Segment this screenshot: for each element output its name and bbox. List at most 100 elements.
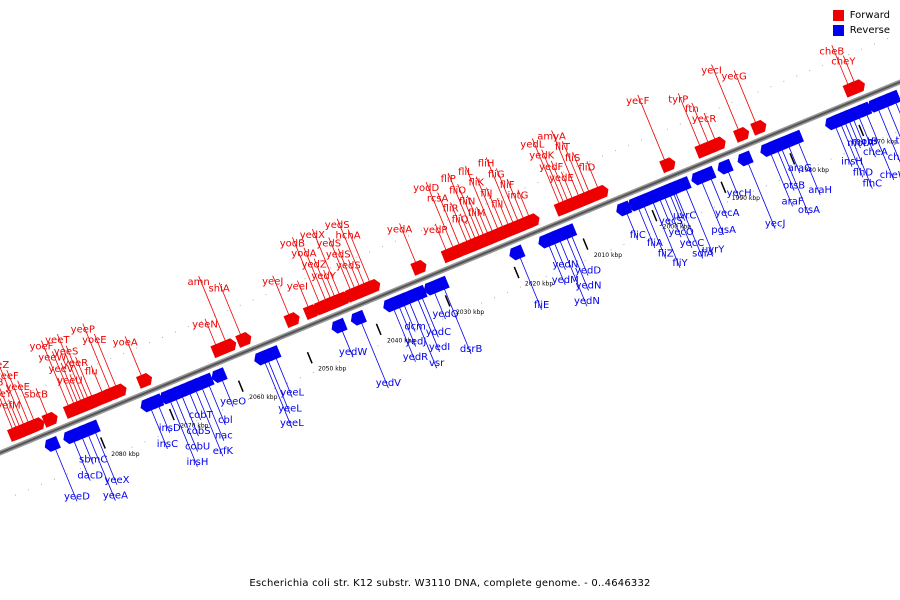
- gene-leader: [728, 172, 740, 199]
- forward-swatch: [832, 10, 844, 21]
- gene-label: erfK: [213, 446, 234, 457]
- scale-tick: [651, 209, 658, 222]
- gene-leader: [637, 94, 665, 160]
- gene-leader: [417, 299, 440, 352]
- scale-tick: [444, 295, 451, 307]
- gene-label: rcsA: [427, 194, 449, 205]
- gene-leader: [459, 213, 472, 240]
- gene-leader: [626, 213, 639, 241]
- gene-label: yecA: [715, 208, 740, 219]
- gene-leader: [175, 399, 198, 452]
- gene-glyph: [760, 141, 777, 157]
- gene-label: fliP: [441, 174, 456, 185]
- gene-leader: [204, 318, 217, 345]
- gene-label: yedY: [311, 271, 336, 282]
- gene-label: vsr: [429, 358, 445, 369]
- gene-label: insD: [159, 423, 181, 434]
- gene-leader: [831, 45, 849, 85]
- gene-leader: [572, 151, 589, 192]
- gene-leader: [691, 102, 709, 142]
- scale-tick-label: 2080 kbp: [111, 451, 139, 458]
- gene-label: yefM: [0, 401, 21, 412]
- gene-label: intG: [508, 191, 529, 202]
- gene-label: fliI: [491, 199, 503, 210]
- gene-glyph: [440, 247, 457, 264]
- gene-label: motA: [847, 138, 874, 149]
- gene-glyph: [410, 259, 427, 276]
- gene-label: yoeE: [82, 335, 107, 346]
- gene-leader: [673, 194, 686, 221]
- gene-leader: [845, 123, 873, 189]
- gene-leader: [292, 237, 320, 303]
- gene-glyph: [211, 367, 228, 384]
- gene-leader: [849, 122, 861, 149]
- gene-leader: [328, 237, 351, 290]
- gene-leader: [434, 293, 446, 320]
- gene-label: insH: [187, 457, 209, 468]
- gene-leader: [486, 187, 503, 227]
- gene-leader: [151, 409, 168, 449]
- gene-label: cobS: [186, 426, 210, 437]
- gene-glyph: [423, 279, 440, 296]
- gene-label: yeeP: [71, 325, 95, 336]
- gene-leader: [337, 248, 355, 288]
- scale-tick: [582, 238, 589, 250]
- gene-leader: [95, 432, 118, 485]
- gene-label: yeeL: [280, 387, 304, 398]
- gene-leader: [404, 305, 416, 332]
- gene-label: motB: [851, 136, 878, 147]
- gene-leader: [202, 388, 225, 441]
- gene-leader: [55, 449, 78, 502]
- gene-leader: [73, 441, 91, 481]
- gene-label: yeeE: [5, 382, 30, 393]
- gene-leader: [312, 228, 340, 294]
- gene-leader: [323, 269, 335, 296]
- gene-label: fliY: [672, 258, 688, 269]
- gene-leader: [60, 362, 78, 402]
- gene-leader: [69, 374, 81, 401]
- gene-leader: [475, 176, 498, 229]
- gene-leader: [0, 397, 13, 429]
- strand-legend: Forward Reverse: [832, 8, 890, 38]
- gene-label: yeeY: [0, 389, 13, 400]
- gene-leader: [208, 385, 226, 426]
- scale-tick-label: 1980 kbp: [801, 167, 829, 174]
- gene-label: yedS: [325, 220, 350, 231]
- gene-leader: [554, 243, 566, 270]
- gene-label: yeeW: [38, 352, 66, 363]
- gene-leader: [65, 345, 88, 398]
- gene-glyph: [659, 157, 676, 174]
- gene-label: yedX: [300, 230, 325, 241]
- gene-label: yeeZ: [0, 360, 9, 371]
- gene-leader: [268, 361, 291, 414]
- gene-glyph: [63, 428, 80, 445]
- gene-leader: [90, 365, 103, 392]
- gene-glyph: [642, 189, 659, 206]
- gene-leader: [342, 331, 354, 358]
- gene-leader: [399, 223, 416, 263]
- gene-leader: [422, 298, 439, 338]
- gene-leader: [664, 198, 682, 238]
- gene-leader: [798, 143, 821, 196]
- gene-label: yedS: [316, 238, 341, 249]
- gene-leader: [82, 438, 94, 465]
- gene-leader: [450, 202, 467, 242]
- gene-label: yeeO: [220, 397, 246, 408]
- gene-label: yodA: [291, 249, 316, 260]
- gene-label: fliT: [555, 142, 571, 153]
- gene-leader: [586, 161, 598, 188]
- scale-tick: [168, 408, 175, 421]
- gene-label: yeeN: [192, 320, 218, 331]
- gene-leader: [841, 125, 864, 178]
- gene-leader: [531, 138, 560, 204]
- gene-glyph: [44, 436, 61, 452]
- gene-label: yecR: [692, 114, 717, 125]
- gene-label: tyrP: [668, 94, 688, 105]
- gene-glyph: [41, 411, 58, 428]
- gene-label: shiA: [209, 284, 230, 295]
- gene-leader: [272, 275, 290, 315]
- gene-leader: [701, 182, 724, 235]
- gene-leader: [17, 380, 35, 420]
- gene-label: yoeB: [0, 378, 4, 389]
